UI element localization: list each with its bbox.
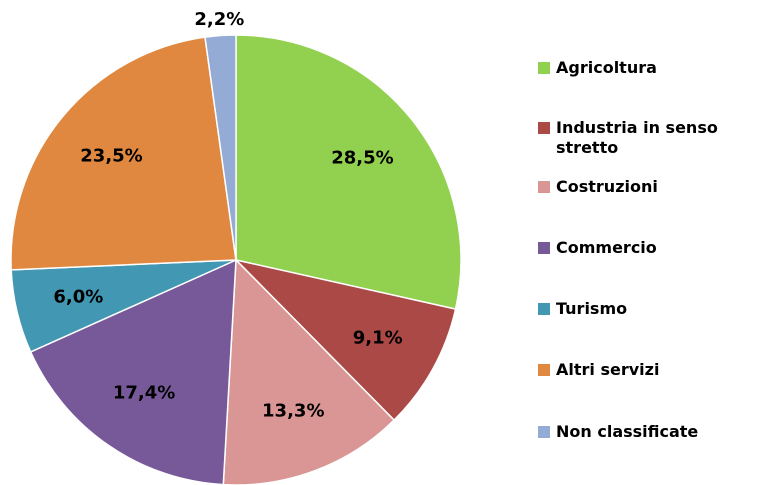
legend-swatch (538, 242, 550, 254)
legend-swatch (538, 122, 550, 134)
legend-label: Costruzioni (556, 177, 658, 196)
legend-label: Agricoltura (556, 58, 657, 77)
pie-slice (235, 34, 462, 310)
legend-item: Non classificate (538, 422, 760, 442)
legend-item: Agricoltura (538, 58, 760, 78)
legend-swatch (538, 364, 550, 376)
slice-label: 17,4% (113, 382, 175, 403)
pie-slice (10, 36, 237, 271)
legend-swatch (538, 62, 550, 74)
legend-swatch (538, 426, 550, 438)
pie-slice (204, 34, 237, 261)
legend-label: Altri servizi (556, 360, 660, 379)
slice-label: 13,3% (262, 401, 324, 422)
legend-swatch (538, 303, 550, 315)
legend-label: Industria in senso stretto (556, 118, 718, 157)
legend-swatch (538, 181, 550, 193)
slice-label: 6,0% (53, 286, 103, 307)
slice-label: 23,5% (80, 145, 142, 166)
slice-label: 28,5% (331, 148, 393, 169)
pie-slice (233, 258, 457, 422)
legend-item: Costruzioni (538, 177, 760, 197)
legend-item: Altri servizi (538, 360, 760, 380)
slice-label: 2,2% (194, 9, 244, 30)
legend-item: Commercio (538, 238, 760, 258)
legend-label: Non classificate (556, 422, 699, 441)
legend-label: Turismo (556, 299, 628, 318)
legend-item: Industria in senso stretto (538, 118, 760, 158)
slice-label: 9,1% (353, 327, 403, 348)
pie-slice (29, 258, 237, 485)
legend-item: Turismo (538, 299, 760, 319)
legend-label: Commercio (556, 238, 657, 257)
